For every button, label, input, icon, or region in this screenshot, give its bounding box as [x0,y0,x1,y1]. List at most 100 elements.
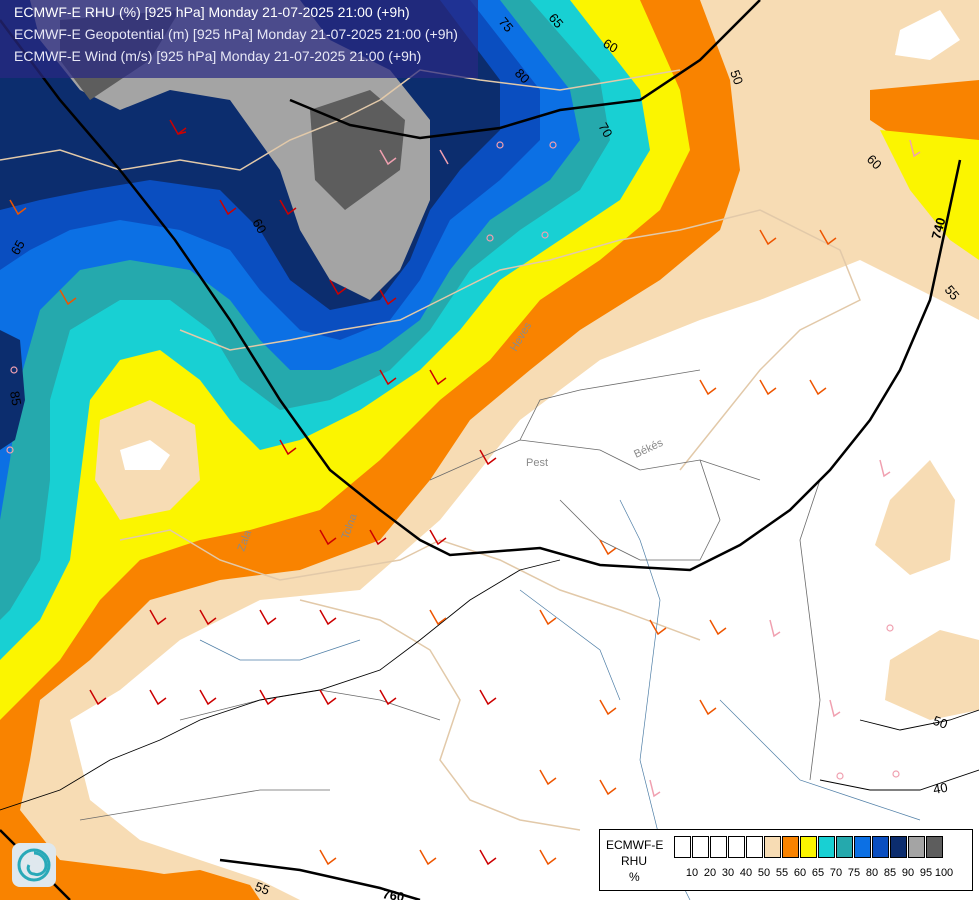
wind-barb [479,849,497,866]
wind-barb [479,689,497,706]
legend-swatch [908,836,925,858]
legend-tick-label: 80 [865,867,879,879]
wind-barb [819,229,837,246]
wind-barb [809,379,827,396]
title-wind: ECMWF-E Wind (m/s) [925 hPa] Monday 21-0… [14,48,422,64]
legend-tick-label: 70 [829,867,843,879]
contour-label: 85 [7,390,24,407]
contour-label: 40 [932,780,949,797]
legend-tick-label: 65 [811,867,825,879]
rhu-band-100-b [310,90,405,210]
legend-tick-label: 100 [934,867,954,879]
rhu-pocket-ne [895,10,960,60]
wind-barb [219,199,237,216]
legend-swatch [692,836,709,858]
contour-label: 70 [595,120,615,140]
wind-barb [699,699,717,716]
legend-swatches [674,836,944,858]
legend-swatch [890,836,907,858]
wind-barb [89,689,107,706]
wind-barb [379,149,397,166]
contour-label: 760 [381,886,405,900]
wind-barb [379,369,397,386]
legend-swatch [926,836,943,858]
legend-tick-label: 10 [685,867,699,879]
contour-label: 65 [8,237,28,257]
wind-barb [879,459,891,478]
legend-swatch [872,836,889,858]
contour-label: 50 [727,68,746,87]
legend-tick-label: 85 [883,867,897,879]
wind-barb [379,689,397,706]
wind-barb [169,119,187,136]
wind-barb [9,199,27,216]
contour-labels: 75 65 60 50 80 70 60 60 85 65 740 55 50 … [7,10,962,900]
wind-barb [149,689,167,706]
wind-barb [319,689,337,706]
legend-variable: RHU [621,854,647,868]
title-rhu: ECMWF-E RHU (%) [925 hPa] Monday 21-07-2… [14,4,410,20]
contour-label: 60 [249,216,269,236]
contour-label: 740 [928,216,948,241]
wind-barb [319,849,337,866]
wind-barb [599,779,617,796]
legend-swatch [782,836,799,858]
wind-barb [759,379,777,396]
place-label: Pest [526,457,548,469]
wind-barb [419,849,437,866]
title-overlay: ECMWF-E RHU (%) [925 hPa] Monday 21-07-2… [0,0,478,78]
thin-contours [0,559,979,811]
rhu-band-65-east [880,130,979,260]
legend-ticks: 10 20 30 40 50 55 60 65 70 75 80 85 90 95 100 [674,867,974,881]
contour-label: 50 [931,713,950,732]
wind-barb [279,199,297,216]
legend-swatch [728,836,745,858]
rhu-pocket-west-inner [120,440,170,470]
legend-tick-label: 50 [757,867,771,879]
wind-barb [259,609,277,626]
wind-barb [539,769,557,786]
rhu-pocket-east-2 [885,630,979,720]
legend-tick-label: 20 [703,867,717,879]
wind-barb [279,439,297,456]
wind-barb [539,609,557,626]
ecmwf-swirl-icon [12,843,56,887]
title-geopotential: ECMWF-E Geopotential (m) [925 hPa] Monda… [14,26,458,42]
contour-label: 55 [253,879,272,898]
wind-barb [59,289,77,306]
rhu-pocket-se-bottom [110,870,260,900]
wind-barb [329,279,347,296]
wind-barb [439,149,449,165]
legend-tick-label: 75 [847,867,861,879]
wind-barb [769,619,781,638]
wind-barb [699,379,717,396]
wind-barb [759,229,777,246]
wind-barb [649,619,667,636]
color-legend: ECMWF-E RHU % 10 20 30 40 50 55 60 65 70 75 80 85 90… [599,829,973,891]
wind-barb [649,779,661,798]
wind-barb [319,529,337,546]
wind-barb [259,689,277,706]
legend-model: ECMWF-E [606,838,664,852]
contour-label: 60 [601,36,621,56]
legend-tick-label: 40 [739,867,753,879]
legend-tick-label: 30 [721,867,735,879]
wind-barb [429,369,447,386]
wind-barb [199,689,217,706]
wind-barb [319,609,337,626]
legend-tick-label: 95 [919,867,933,879]
place-label: Békés [632,437,665,461]
wind-barb [709,619,727,636]
wind-barb [429,609,447,626]
rhu-band-90-west [0,330,25,450]
legend-unit: % [629,870,640,884]
wind-barb [369,529,387,546]
legend-swatch [854,836,871,858]
legend-swatch [710,836,727,858]
legend-swatch [764,836,781,858]
legend-swatch [746,836,763,858]
wind-barb [479,449,497,466]
calm-circles [6,141,900,780]
wind-barb [599,699,617,716]
